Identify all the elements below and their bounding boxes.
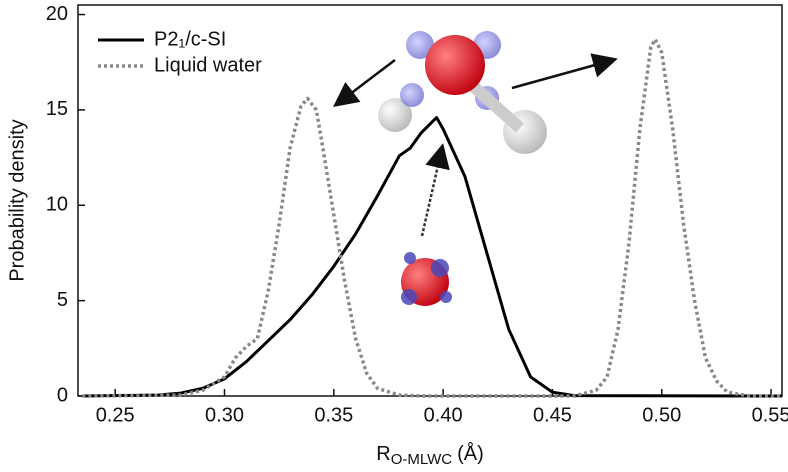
legend-label: Liquid water [154, 54, 262, 76]
y-tick-label: 15 [46, 98, 68, 120]
x-tick-label: 0.30 [205, 404, 244, 426]
data-line [82, 116, 783, 398]
y-tick-label: 20 [46, 3, 68, 25]
legend-label: P2₁/c-SI [154, 28, 226, 50]
y-axis-label: Probability density [6, 119, 28, 281]
y-tick-label: 5 [57, 289, 68, 311]
x-tick-label: 0.45 [533, 404, 572, 426]
x-axis-label: RO-MLWC (Å) [376, 442, 484, 468]
x-tick-label: 0.50 [642, 404, 681, 426]
x-label-unit: (Å) [457, 442, 484, 465]
x-tick-label: 0.40 [424, 404, 463, 426]
x-label-main: R [376, 443, 390, 465]
data-line [82, 37, 782, 398]
x-label-sub: O-MLWC [391, 451, 453, 468]
x-tick-label: 0.55 [752, 404, 788, 426]
y-tick-label: 10 [46, 194, 68, 216]
x-tick-label: 0.25 [96, 404, 135, 426]
x-tick-label: 0.35 [314, 404, 353, 426]
y-tick-label: 0 [57, 384, 68, 406]
molecule-illustration [333, 31, 618, 306]
